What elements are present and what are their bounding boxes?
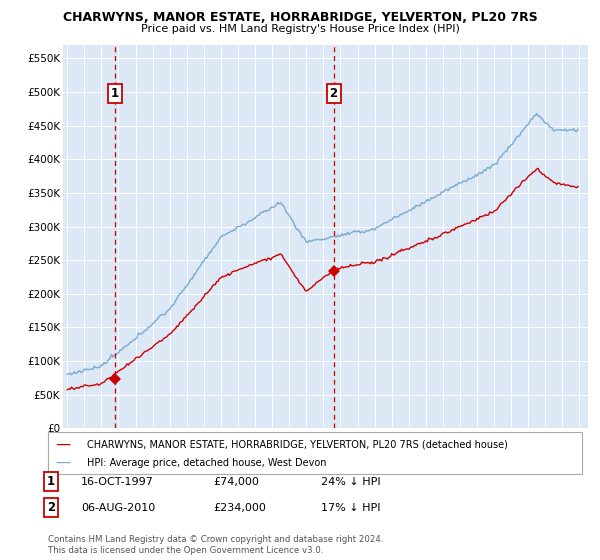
Text: 24% ↓ HPI: 24% ↓ HPI — [321, 477, 380, 487]
Text: CHARWYNS, MANOR ESTATE, HORRABRIDGE, YELVERTON, PL20 7RS (detached house): CHARWYNS, MANOR ESTATE, HORRABRIDGE, YEL… — [87, 439, 508, 449]
Text: This data is licensed under the Open Government Licence v3.0.: This data is licensed under the Open Gov… — [48, 546, 323, 555]
Text: 1: 1 — [111, 87, 119, 100]
Text: 1: 1 — [47, 475, 55, 488]
Text: —: — — [55, 455, 70, 470]
Text: 06-AUG-2010: 06-AUG-2010 — [81, 503, 155, 513]
Text: CHARWYNS, MANOR ESTATE, HORRABRIDGE, YELVERTON, PL20 7RS: CHARWYNS, MANOR ESTATE, HORRABRIDGE, YEL… — [62, 11, 538, 24]
Text: HPI: Average price, detached house, West Devon: HPI: Average price, detached house, West… — [87, 458, 326, 468]
Text: 16-OCT-1997: 16-OCT-1997 — [81, 477, 154, 487]
Text: £234,000: £234,000 — [213, 503, 266, 513]
Text: 2: 2 — [47, 501, 55, 515]
Text: Contains HM Land Registry data © Crown copyright and database right 2024.: Contains HM Land Registry data © Crown c… — [48, 535, 383, 544]
Text: £74,000: £74,000 — [213, 477, 259, 487]
Text: Price paid vs. HM Land Registry's House Price Index (HPI): Price paid vs. HM Land Registry's House … — [140, 24, 460, 34]
Text: 2: 2 — [329, 87, 338, 100]
Text: 17% ↓ HPI: 17% ↓ HPI — [321, 503, 380, 513]
Text: —: — — [55, 437, 70, 451]
